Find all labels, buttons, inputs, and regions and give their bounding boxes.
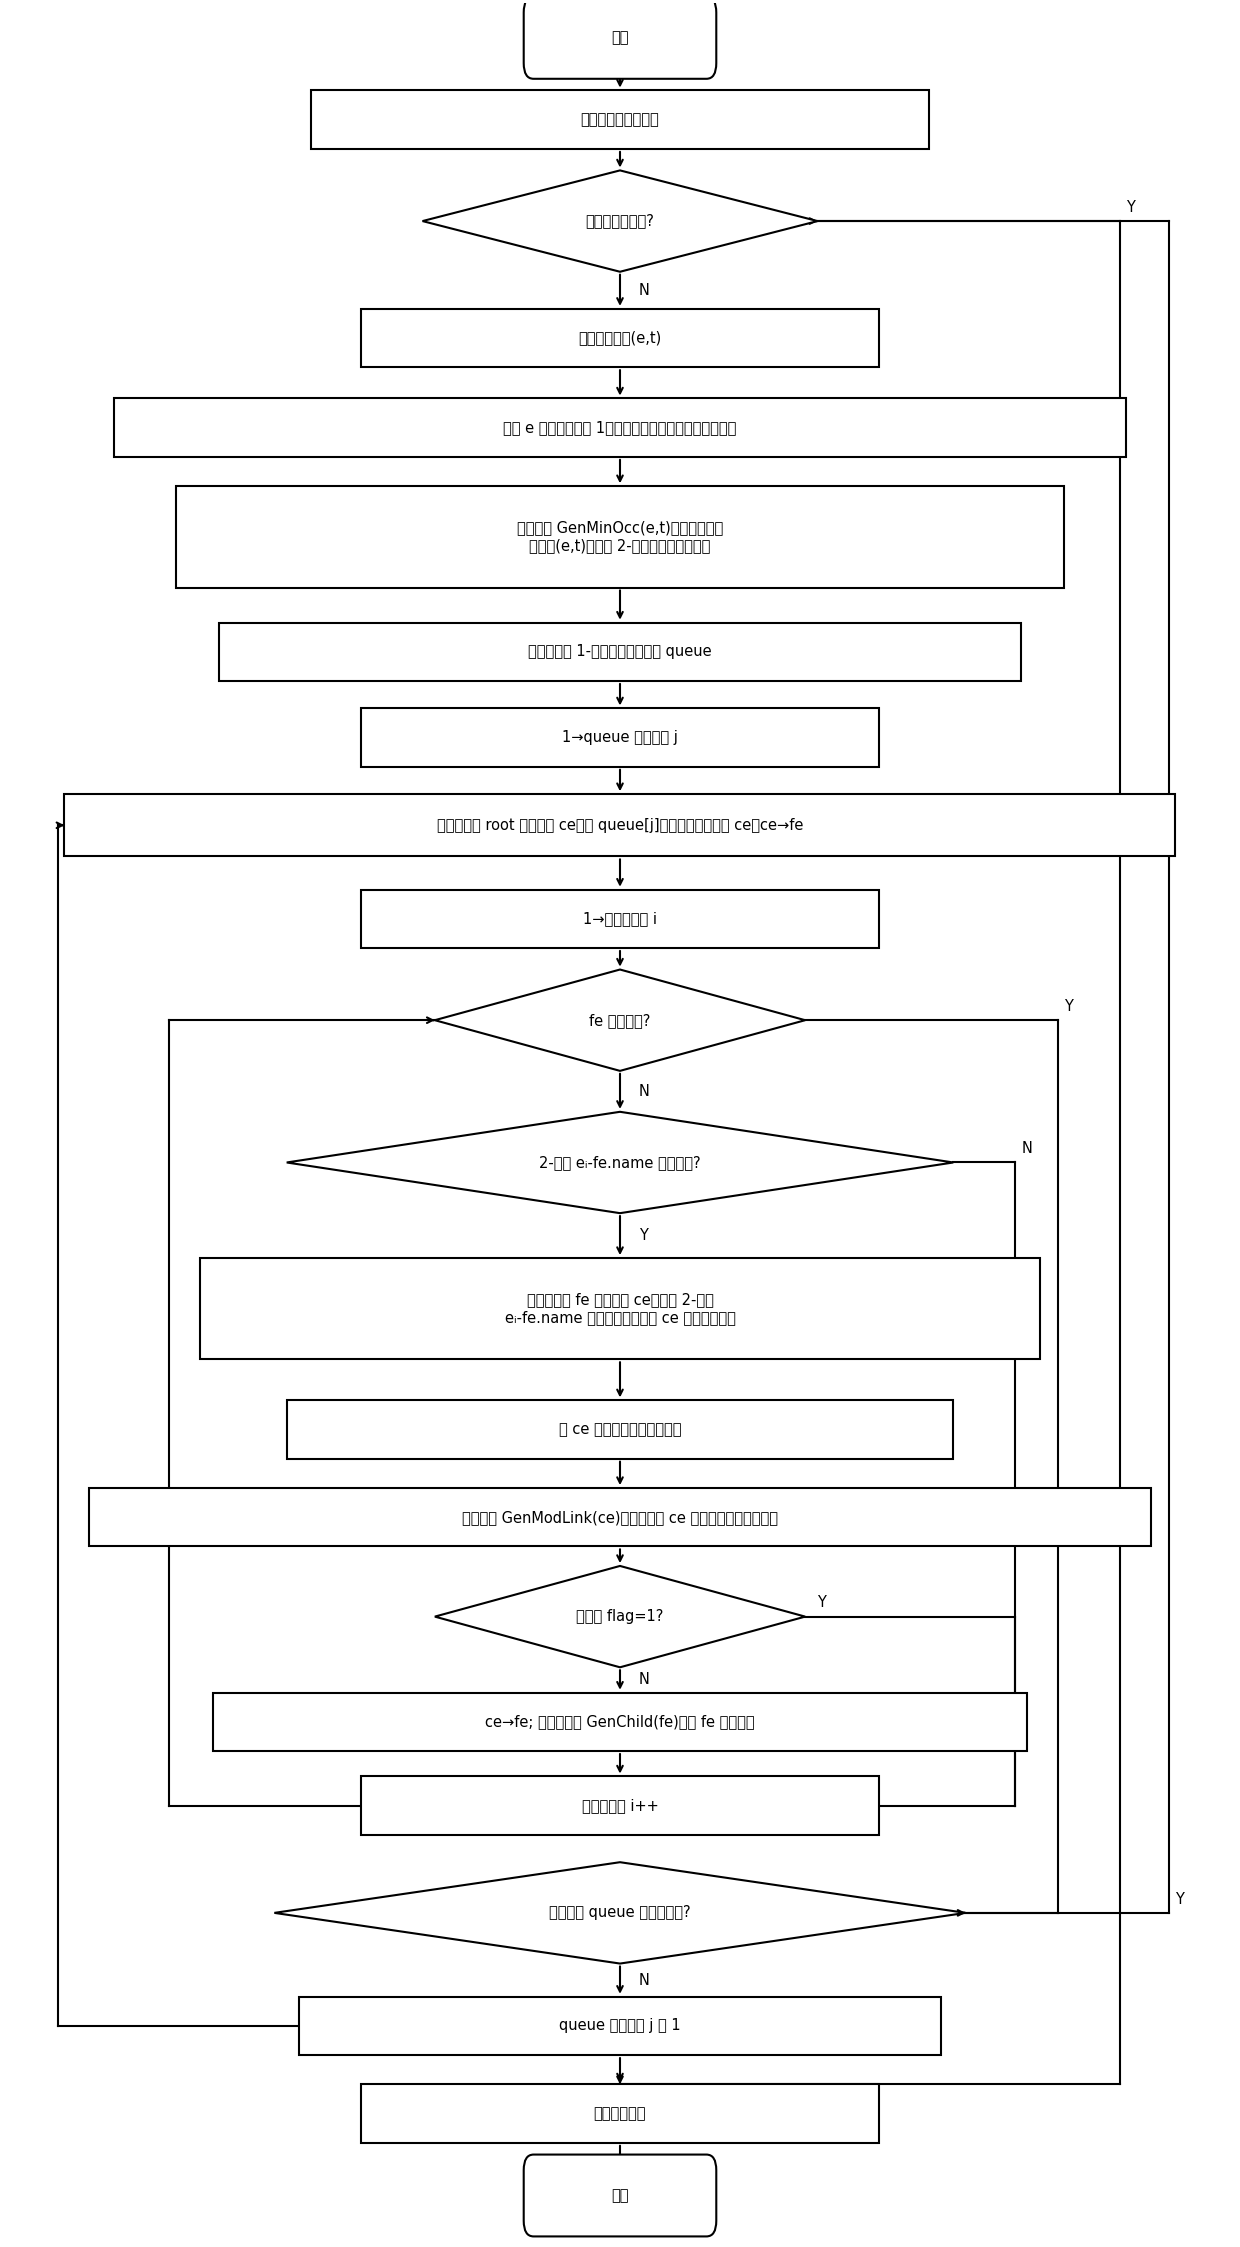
Text: N: N [639, 1973, 650, 1989]
Bar [201, 1258, 1039, 1359]
Bar [286, 1400, 954, 1458]
Text: 1→子结点编号 i: 1→子结点编号 i [583, 912, 657, 926]
Text: N: N [1022, 1141, 1032, 1157]
Text: 事件队列 queue 已取到尾部?: 事件队列 queue 已取到尾部? [549, 1905, 691, 1921]
Text: 事件序列扫描完?: 事件序列扫描完? [585, 213, 655, 229]
Text: 调用函数 GenMinOcc(e,t)在情节矩阵中
生成与(e,t)相关的 2-情节的最小发生信息: 调用函数 GenMinOcc(e,t)在情节矩阵中 生成与(e,t)相关的 2-… [517, 521, 723, 553]
Text: Y: Y [817, 1595, 826, 1611]
Polygon shape [423, 171, 817, 272]
Bar [114, 398, 1126, 456]
Text: 事件 e 的发生计数加 1，时间戳记录在相应的数据结构中: 事件 e 的发生计数加 1，时间戳记录在相应的数据结构中 [503, 420, 737, 436]
Polygon shape [286, 1112, 954, 1213]
Bar [212, 1692, 1028, 1750]
Text: Y: Y [1176, 1892, 1184, 1908]
FancyBboxPatch shape [523, 2155, 717, 2236]
Text: 子结点编号 i++: 子结点编号 i++ [582, 1798, 658, 1813]
Bar [361, 1777, 879, 1836]
Bar [361, 890, 879, 948]
Bar [311, 90, 929, 148]
Text: Y: Y [1064, 1000, 1074, 1013]
Text: 读取扫描事件(e,t): 读取扫描事件(e,t) [578, 330, 662, 346]
Text: 1→queue 队列索引 j: 1→queue 队列索引 j [562, 730, 678, 746]
Text: ce→fe; 调用子过程 GenChild(fe)生成 fe 的子结点: ce→fe; 调用子过程 GenChild(fe)生成 fe 的子结点 [485, 1714, 755, 1730]
Bar [361, 308, 879, 366]
Text: N: N [639, 1083, 650, 1099]
Text: 相关数据结构初始化: 相关数据结构初始化 [580, 112, 660, 128]
Bar [361, 2085, 879, 2144]
Polygon shape [274, 1863, 966, 1964]
Bar [89, 1488, 1151, 1546]
Bar [361, 708, 879, 766]
Bar [64, 793, 1176, 856]
FancyBboxPatch shape [523, 0, 717, 79]
Bar [176, 485, 1064, 586]
Text: N: N [639, 1672, 650, 1687]
Text: 进行情节输出: 进行情节输出 [594, 2105, 646, 2121]
Text: Y: Y [1126, 200, 1135, 216]
Text: queue 队列索引 j 加 1: queue 队列索引 j 加 1 [559, 2018, 681, 2034]
Bar [299, 1998, 941, 2056]
Polygon shape [435, 968, 805, 1072]
Polygon shape [435, 1566, 805, 1667]
Text: 在树中建立 root 的子结点 ce，取 queue[j]的相关信息赋值给 ce，ce→fe: 在树中建立 root 的子结点 ce，取 queue[j]的相关信息赋值给 ce… [436, 818, 804, 834]
Text: fe 已延伸完?: fe 已延伸完? [589, 1013, 651, 1027]
Text: 对 ce 的时间戳队列进行编码: 对 ce 的时间戳队列进行编码 [559, 1422, 681, 1438]
Text: 开始: 开始 [611, 31, 629, 45]
Text: Y: Y [639, 1229, 647, 1243]
Text: N: N [639, 283, 650, 299]
Text: 返回值 flag=1?: 返回值 flag=1? [577, 1609, 663, 1625]
Text: 2-情节 eᵢ-fe.name 是否频繁?: 2-情节 eᵢ-fe.name 是否频繁? [539, 1155, 701, 1171]
Text: 在树中建立 fe 的子结点 ce，并将 2-情节
eᵢ-fe.name 的相关信息赋值给 ce 的相关数据域: 在树中建立 fe 的子结点 ce，并将 2-情节 eᵢ-fe.name 的相关信… [505, 1292, 735, 1326]
Text: 选择频繁的 1-情节形成事件队列 queue: 选择频繁的 1-情节形成事件队列 queue [528, 645, 712, 658]
Text: 调用函数 GenModLink(ce)建立或修改 ce 的相同结点链和哈希链: 调用函数 GenModLink(ce)建立或修改 ce 的相同结点链和哈希链 [463, 1510, 777, 1526]
Text: 返回: 返回 [611, 2189, 629, 2202]
Bar [218, 622, 1022, 681]
